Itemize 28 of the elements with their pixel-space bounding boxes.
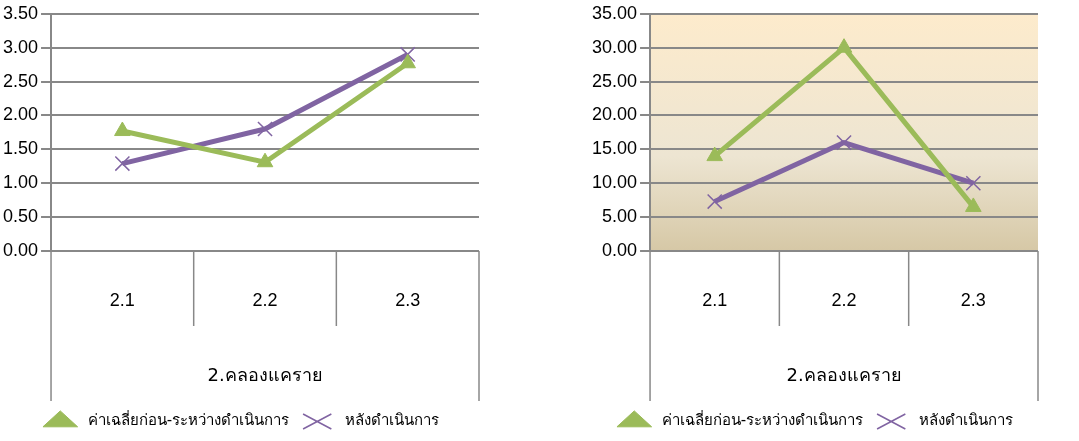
y-tick-label: 1.00 (2, 172, 39, 193)
legend-label: ค่าเฉลี่ยก่อน-ระหว่างดำเนินการ (87, 409, 290, 430)
y-tick-label: 30.00 (592, 36, 638, 57)
y-tick-label: 0.00 (2, 239, 39, 260)
y-tick-label: 15.00 (592, 138, 638, 159)
legend-label: หลังดำเนินการ (344, 411, 439, 430)
y-tick-label: 2.50 (2, 70, 39, 91)
y-tick-label: 1.50 (2, 138, 39, 159)
x-tick-label: 2.3 (960, 289, 986, 310)
x-axis-title: 2.คลองแคราย (207, 363, 323, 385)
y-tick-label: 10.00 (592, 172, 638, 193)
y-tick-label: 20.00 (592, 104, 638, 125)
y-tick-label: 25.00 (592, 70, 638, 91)
legend-label: หลังดำเนินการ (918, 411, 1013, 430)
x-tick-label: 2.2 (252, 289, 278, 310)
y-tick-label: 3.00 (2, 36, 39, 57)
x-tick-label: 2.2 (831, 289, 857, 310)
x-tick-label: 2.1 (109, 289, 135, 310)
y-tick-label: 0.00 (602, 239, 638, 260)
y-tick-label: 35.00 (592, 2, 638, 23)
y-tick-label: 3.50 (2, 2, 39, 23)
y-tick-label: 5.00 (602, 206, 638, 227)
y-tick-label: 2.00 (2, 104, 39, 125)
y-tick-label: 0.50 (2, 206, 39, 227)
legend-label: ค่าเฉลี่ยก่อน-ระหว่างดำเนินการ (661, 409, 864, 430)
x-tick-label: 2.1 (702, 289, 728, 310)
x-tick-label: 2.3 (395, 289, 421, 310)
x-axis-title: 2.คลองแคราย (786, 363, 902, 385)
